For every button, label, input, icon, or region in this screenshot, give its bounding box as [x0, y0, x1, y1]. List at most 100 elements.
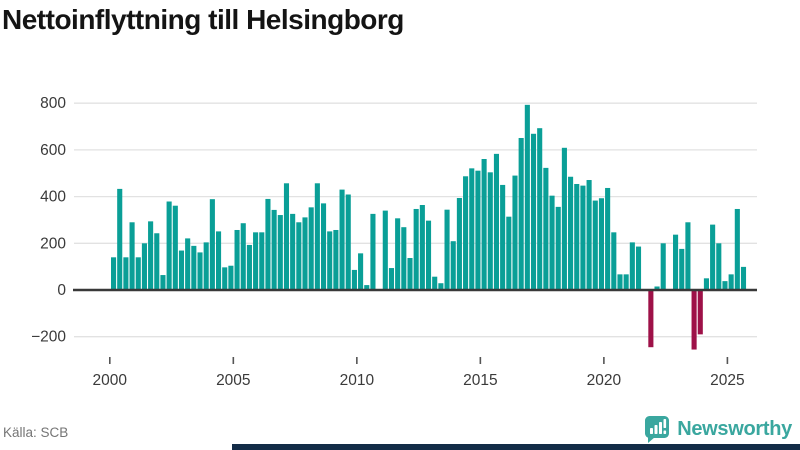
newsworthy-wordmark: Newsworthy: [677, 417, 792, 440]
bar-0: [111, 257, 117, 290]
y-axis-label-800: 800: [40, 95, 66, 112]
bar-68: [530, 133, 537, 290]
bar-96: [703, 278, 709, 290]
bar-82: [617, 274, 623, 290]
bar-35: [327, 231, 333, 290]
page-title: Nettoinflyttning till Helsingborg: [2, 4, 404, 35]
bar-31: [302, 217, 308, 290]
bar-18: [222, 267, 228, 290]
y-axis-label-600: 600: [40, 142, 66, 159]
bar-53: [438, 283, 444, 290]
bar-28: [283, 183, 290, 290]
bar-98: [716, 243, 722, 290]
bar-33: [314, 183, 320, 290]
bar-46: [395, 218, 401, 290]
bar-14: [197, 252, 203, 290]
bar-100: [728, 274, 734, 290]
bar-61: [487, 172, 493, 290]
bar-2: [123, 257, 129, 290]
bar-15: [203, 242, 209, 290]
bar-72: [555, 206, 561, 290]
bar-75: [574, 183, 580, 290]
bar-26: [271, 209, 277, 290]
bar-50: [419, 205, 425, 290]
bar-11: [178, 250, 185, 290]
bar-9: [166, 201, 172, 290]
bar-40: [358, 253, 364, 290]
bar-97: [710, 224, 716, 290]
bar-99: [722, 281, 728, 290]
bar-73: [561, 147, 567, 290]
bar-45: [388, 268, 395, 290]
bar-42: [370, 213, 376, 290]
bar-29: [290, 213, 296, 290]
bar-1: [117, 188, 123, 290]
bar-6: [148, 221, 154, 290]
negative-bar-94: [691, 290, 697, 350]
bar-83: [623, 274, 629, 290]
bar-59: [475, 170, 481, 290]
bar-23: [253, 232, 259, 290]
negative-bar-95: [697, 290, 703, 335]
source-label: Källa: SCB: [3, 425, 69, 440]
bar-70: [543, 167, 549, 290]
bar-60: [481, 159, 487, 290]
bar-32: [308, 207, 314, 290]
y-axis-label-−200: −200: [31, 329, 66, 346]
bar-41: [364, 285, 370, 290]
bar-80: [605, 187, 611, 290]
bar-16: [209, 199, 215, 290]
bar-38: [345, 194, 351, 290]
bar-12: [185, 238, 191, 290]
bottom-navy-strip: [232, 444, 800, 450]
bar-56: [456, 198, 462, 290]
bar-74: [568, 176, 574, 290]
bar-55: [450, 241, 456, 290]
bar-19: [228, 265, 234, 290]
newsworthy-logo-icon: [645, 416, 670, 443]
bar-57: [463, 176, 469, 290]
bar-7: [154, 233, 160, 290]
bar-36: [333, 229, 339, 290]
bar-102: [740, 266, 747, 290]
bar-21: [240, 223, 246, 290]
y-axis-label-200: 200: [40, 235, 66, 252]
bar-71: [549, 195, 555, 290]
bar-89: [660, 243, 666, 290]
bar-27: [277, 215, 283, 290]
bar-5: [141, 243, 147, 290]
bar-79: [598, 198, 605, 290]
bar-51: [425, 220, 432, 290]
bar-85: [635, 246, 642, 290]
bar-91: [673, 234, 679, 290]
bar-88: [654, 286, 660, 290]
bar-84: [629, 242, 635, 290]
bar-34: [320, 203, 327, 290]
x-axis-label-2025: 2025: [710, 372, 744, 389]
newsworthy-brand: Newsworthy: [644, 414, 792, 444]
bar-37: [339, 189, 345, 290]
bar-101: [734, 208, 740, 290]
bar-65: [512, 175, 518, 290]
bar-44: [382, 210, 388, 290]
bar-4: [135, 257, 141, 290]
x-axis-label-2010: 2010: [340, 372, 375, 389]
bar-58: [469, 168, 475, 290]
x-axis-label-2000: 2000: [93, 372, 128, 389]
bar-24: [259, 232, 265, 290]
bar-3: [129, 222, 135, 290]
bar-52: [432, 276, 438, 290]
bar-20: [234, 229, 240, 290]
bar-92: [679, 248, 685, 290]
bar-69: [537, 128, 543, 290]
bar-30: [296, 222, 302, 290]
bar-63: [500, 184, 506, 290]
bar-22: [246, 244, 252, 290]
x-axis-label-2005: 2005: [216, 372, 250, 389]
bar-25: [265, 198, 271, 290]
bar-66: [518, 137, 524, 290]
negative-bar-87: [648, 290, 654, 348]
bar-78: [592, 200, 598, 290]
bar-93: [685, 222, 691, 290]
